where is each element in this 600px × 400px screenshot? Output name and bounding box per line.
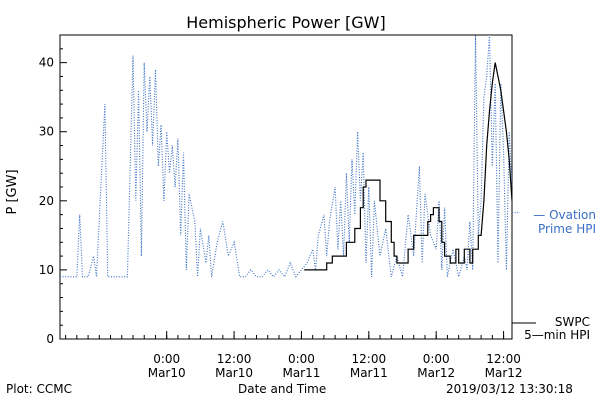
plot-credit: Plot: CCMC bbox=[6, 382, 72, 396]
x-tick-label-time: 0:00 bbox=[153, 352, 180, 366]
y-tick-label: 40 bbox=[39, 56, 54, 70]
plot-frame bbox=[59, 34, 513, 340]
x-tick-label-time: 12:00 bbox=[217, 352, 252, 366]
x-tick-label-time: 0:00 bbox=[288, 352, 315, 366]
series-line-ovation-prime bbox=[60, 34, 513, 278]
series-layer bbox=[60, 34, 513, 278]
y-tick-label: 30 bbox=[39, 125, 54, 139]
x-tick-label-date: Mar11 bbox=[282, 366, 320, 380]
x-axis-label: Date and Time bbox=[238, 382, 327, 396]
x-tick-label-time: 0:00 bbox=[423, 352, 450, 366]
timestamp: 2019/03/12 13:30:18 bbox=[446, 382, 573, 396]
x-tick-label-date: Mar10 bbox=[148, 366, 186, 380]
legend-label-swpc: SWPC bbox=[555, 315, 590, 329]
x-tick-label-time: 12:00 bbox=[486, 352, 521, 366]
x-tick-label-date: Mar11 bbox=[350, 366, 388, 380]
y-tick-label: 20 bbox=[39, 194, 54, 208]
x-tick-label-date: Mar12 bbox=[485, 366, 523, 380]
x-axis: 0:00Mar1012:00Mar100:00Mar1112:00Mar110:… bbox=[65, 331, 523, 380]
y-tick-label: 0 bbox=[46, 332, 54, 346]
y-tick-label: 10 bbox=[39, 263, 54, 277]
legend-label-swpc: 5—min HPI bbox=[524, 328, 590, 342]
y-axis: 0 10 20 30 40 bbox=[39, 34, 67, 346]
x-tick-label-date: Mar12 bbox=[417, 366, 455, 380]
y-axis-label: P [GW] bbox=[5, 169, 20, 214]
legend-label-ovation: Prime HPI bbox=[538, 222, 596, 236]
chart-title: Hemispheric Power [GW] bbox=[186, 13, 385, 32]
x-tick-label-date: Mar10 bbox=[215, 366, 253, 380]
legend-label-ovation: — Ovation bbox=[533, 208, 596, 222]
series-line-swpc bbox=[304, 62, 513, 271]
x-tick-label-time: 12:00 bbox=[352, 352, 387, 366]
